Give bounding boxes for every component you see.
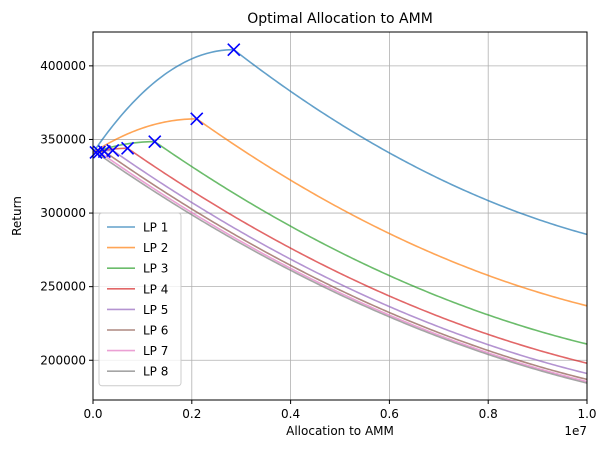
series-line-lp-4 — [92, 147, 588, 364]
optimum-marker-lp-2 — [190, 112, 204, 126]
y-tick-label: 250000 — [40, 280, 86, 294]
x-tick-label: 0.2 — [182, 407, 201, 421]
legend-label-lp-2: LP 2 — [143, 241, 168, 255]
plot-frame — [92, 31, 588, 401]
legend-label-lp-4: LP 4 — [143, 282, 168, 296]
y-tick-label: 400000 — [40, 59, 86, 73]
x-tick-label: 0.8 — [479, 407, 498, 421]
legend-label-lp-8: LP 8 — [143, 365, 168, 379]
legend-label-lp-3: LP 3 — [143, 262, 168, 276]
y-axis-label: Return — [10, 196, 24, 236]
y-tick-label: 350000 — [40, 132, 86, 146]
series-line-lp-5 — [92, 149, 588, 375]
optimum-markers — [89, 43, 241, 159]
x-axis-label: Allocation to AMM — [286, 424, 394, 438]
x-tick-label: 0.0 — [83, 407, 102, 421]
optimum-marker-lp-3 — [148, 135, 162, 149]
optimum-marker-lp-1 — [227, 43, 241, 57]
legend-label-lp-5: LP 5 — [143, 303, 168, 317]
legend: LP 1 LP 2 LP 3 LP 4 LP 5 LP 6 LP 7 LP 8 — [98, 212, 182, 387]
series-line-lp-2 — [92, 118, 588, 307]
x-tick-label: 0.6 — [380, 407, 399, 421]
optimum-marker-lp-4 — [121, 141, 135, 155]
legend-label-lp-1: LP 1 — [143, 221, 168, 235]
optimum-marker-lp-8 — [89, 145, 103, 159]
legend-label-lp-6: LP 6 — [143, 324, 168, 338]
y-tick-label: 300000 — [40, 206, 86, 220]
legend-label-lp-7: LP 7 — [143, 344, 168, 358]
x-axis-offset-label: 1e7 — [564, 424, 587, 438]
series-line-lp-6 — [92, 150, 588, 381]
series-line-lp-3 — [92, 140, 588, 345]
legend-box — [98, 212, 182, 387]
y-tick-label: 200000 — [40, 353, 86, 367]
x-tick-label: 0.4 — [281, 407, 300, 421]
axis-ticks: 0.0 0.2 0.4 0.6 0.8 1.0 200000 250000 300000 3500… — [40, 59, 596, 421]
series-line-lp-1 — [92, 48, 588, 236]
chart-title: Optimal Allocation to AMM — [247, 11, 433, 27]
x-tick-label: 1.0 — [577, 407, 596, 421]
series-lines — [92, 48, 588, 384]
series-line-lp-8 — [92, 151, 588, 384]
series-line-lp-7 — [92, 151, 588, 383]
optimum-marker-lp-7 — [92, 145, 106, 159]
